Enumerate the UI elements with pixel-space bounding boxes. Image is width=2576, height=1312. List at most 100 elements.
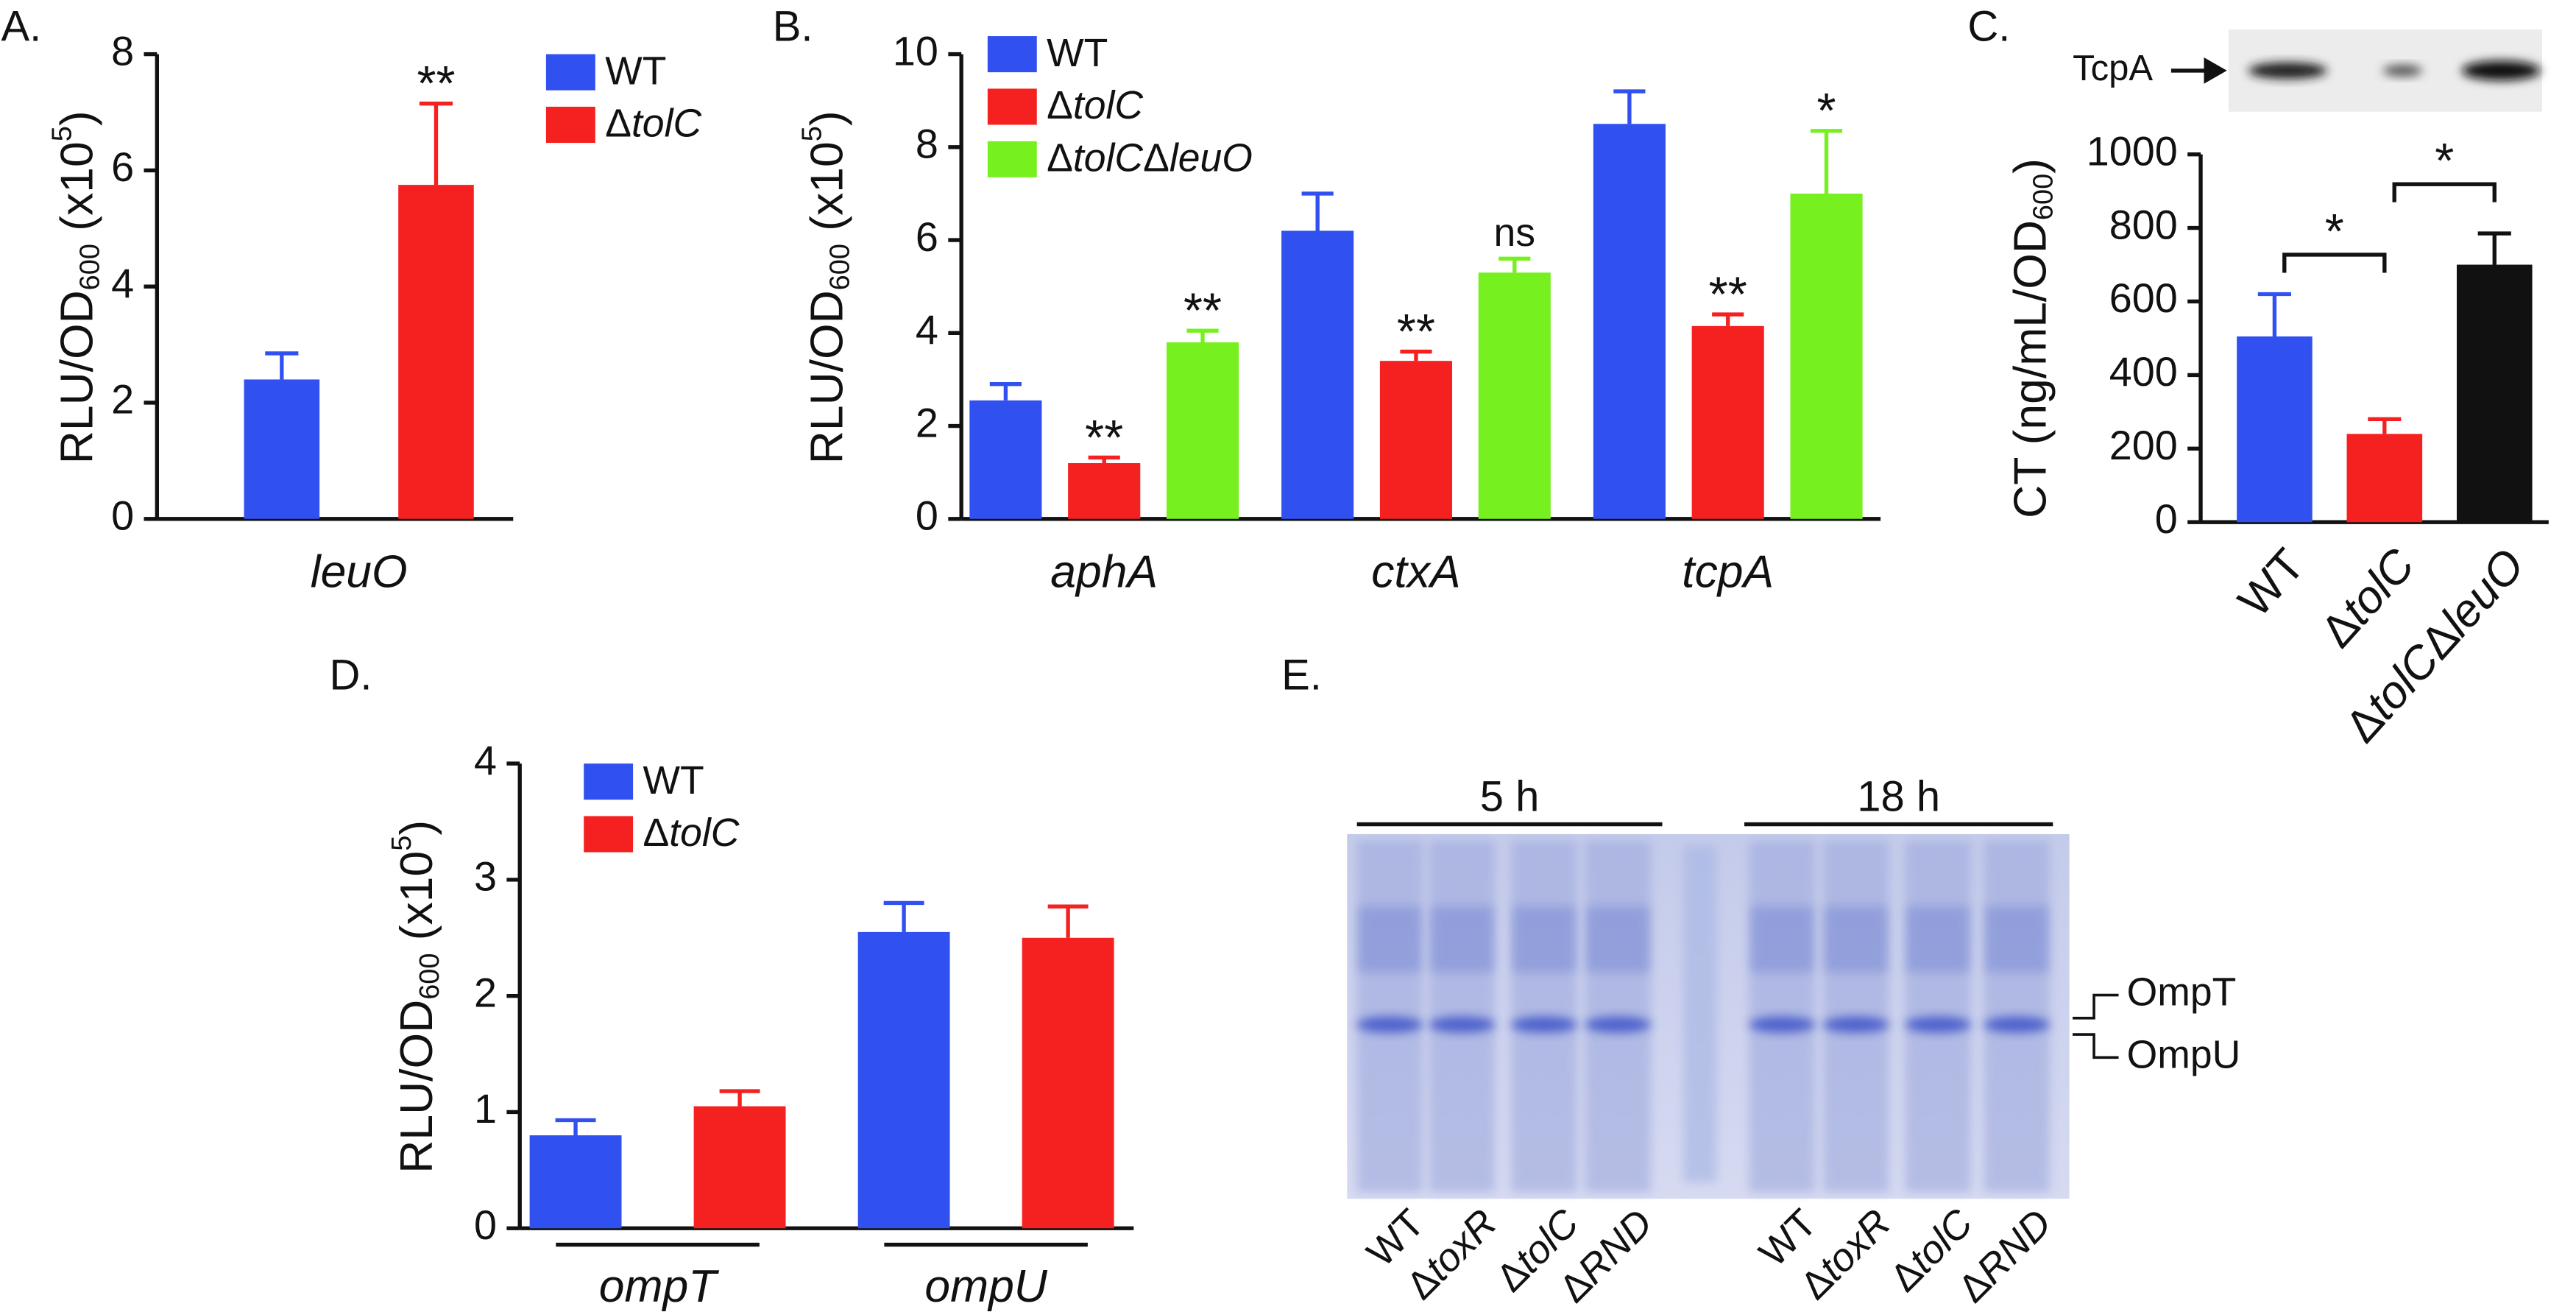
gel-lanes — [1356, 840, 2050, 1193]
gel-band — [1984, 1016, 2050, 1033]
bar — [1790, 193, 1863, 519]
gel-band — [1750, 906, 1814, 973]
subscript: 600 — [824, 244, 855, 290]
band-label: OmpT — [2127, 971, 2237, 1015]
y-axis-label: RLU/OD600 (x105) — [386, 820, 445, 1174]
y-tick-label: 200 — [2109, 423, 2178, 468]
legend-swatch — [987, 88, 1037, 125]
gel-band — [1825, 906, 1888, 973]
significance-bracket — [2282, 253, 2387, 273]
blot-arrowhead — [2204, 57, 2227, 84]
legend-label: WT — [643, 759, 704, 803]
significance: * — [2325, 204, 2344, 259]
x-tick-label: ompU — [924, 1260, 1047, 1311]
bar — [1068, 463, 1141, 519]
significance: ** — [1085, 410, 1123, 465]
significance: ns — [1494, 211, 1536, 255]
x-tick-label: WT — [2228, 539, 2314, 627]
subscript: 600 — [2028, 174, 2059, 220]
y-tick-label: 2 — [474, 970, 497, 1015]
label-part: (x10 — [801, 141, 852, 244]
legend-swatch — [584, 763, 634, 800]
gel-band — [1431, 906, 1493, 973]
gel-lane — [1356, 840, 1423, 1193]
bar — [2346, 434, 2423, 523]
bar — [1593, 124, 1666, 519]
y-axis-label: CT (ng/mL/OD600) — [2004, 158, 2059, 518]
y-tick-label: 10 — [893, 28, 938, 74]
legend-label: ΔtolC — [1047, 84, 1143, 127]
y-tick-label: 800 — [2109, 202, 2178, 247]
label-part: (x10 — [51, 141, 102, 244]
legend-swatch — [987, 36, 1037, 73]
panel-label: A. — [1, 3, 41, 50]
gel-band — [1512, 906, 1576, 973]
label-part: ) — [51, 110, 102, 126]
y-tick-label: 8 — [111, 28, 134, 74]
y-tick-label: 0 — [916, 493, 938, 539]
label-part: ) — [391, 820, 442, 836]
legend-label: ΔtolCΔleuO — [1047, 137, 1253, 180]
x-tick-label: aphA — [1050, 546, 1158, 597]
panel-label: B. — [773, 3, 813, 50]
superscript: 5 — [46, 126, 77, 141]
significance: * — [1817, 83, 1836, 138]
x-tick-label: leuO — [311, 546, 408, 597]
legend-swatch — [545, 106, 595, 144]
subscript: 600 — [74, 244, 105, 290]
bar — [1166, 342, 1239, 519]
label-part: CT (ng/mL/OD — [2004, 220, 2056, 518]
bar — [1281, 230, 1354, 519]
subscript: 600 — [414, 953, 445, 1000]
legend-swatch — [584, 816, 634, 853]
y-tick-label: 4 — [111, 261, 134, 306]
bar — [2237, 336, 2313, 523]
y-tick-label: 1 — [474, 1086, 497, 1132]
gel-lane — [1984, 840, 2050, 1193]
gel-band — [1586, 906, 1649, 973]
y-tick-label: 1000 — [2087, 128, 2178, 174]
blot-band — [2248, 62, 2327, 80]
x-tick-label: ompT — [599, 1260, 719, 1311]
gel-band — [1511, 1016, 1577, 1033]
y-axis-label: RLU/OD600 (x105) — [46, 110, 105, 464]
gel-lane — [1823, 840, 1889, 1193]
panel-label: D. — [330, 652, 372, 699]
bar — [969, 400, 1042, 519]
y-tick-label: 4 — [916, 307, 938, 353]
y-tick-label: 0 — [474, 1202, 497, 1248]
legend-swatch — [987, 141, 1037, 177]
bar — [1022, 937, 1114, 1229]
bar — [529, 1135, 622, 1229]
y-tick-label: 3 — [474, 854, 497, 900]
gel-band — [1358, 906, 1421, 973]
bar — [2456, 264, 2533, 523]
y-tick-label: 2 — [111, 377, 134, 423]
gel-band — [1985, 906, 2048, 973]
y-tick-label: 6 — [916, 214, 938, 260]
legend-swatch — [545, 54, 595, 91]
gel-band — [1905, 1016, 1971, 1033]
gel-band — [1356, 1016, 1423, 1033]
significance-bracket — [2392, 182, 2497, 202]
gel-band — [1906, 906, 1970, 973]
y-tick-label: 0 — [2155, 496, 2178, 542]
y-tick-label: 400 — [2109, 349, 2178, 395]
x-tick-label: tcpA — [1682, 546, 1774, 597]
superscript: 5 — [386, 836, 417, 851]
gel-lane — [1749, 840, 1815, 1193]
bar — [1478, 272, 1551, 519]
label-part: ) — [2004, 158, 2056, 174]
significance: ** — [417, 56, 455, 111]
band-pointer — [2073, 993, 2119, 1020]
gel-lane — [1905, 840, 1971, 1193]
bar — [693, 1106, 786, 1229]
bar — [1379, 361, 1453, 519]
label-part: RLU/OD — [391, 1000, 442, 1174]
label-part: RLU/OD — [51, 290, 102, 464]
gel-band — [1749, 1016, 1815, 1033]
legend-label: WT — [1047, 32, 1108, 75]
blot-band — [2461, 60, 2541, 81]
bar — [398, 185, 474, 519]
